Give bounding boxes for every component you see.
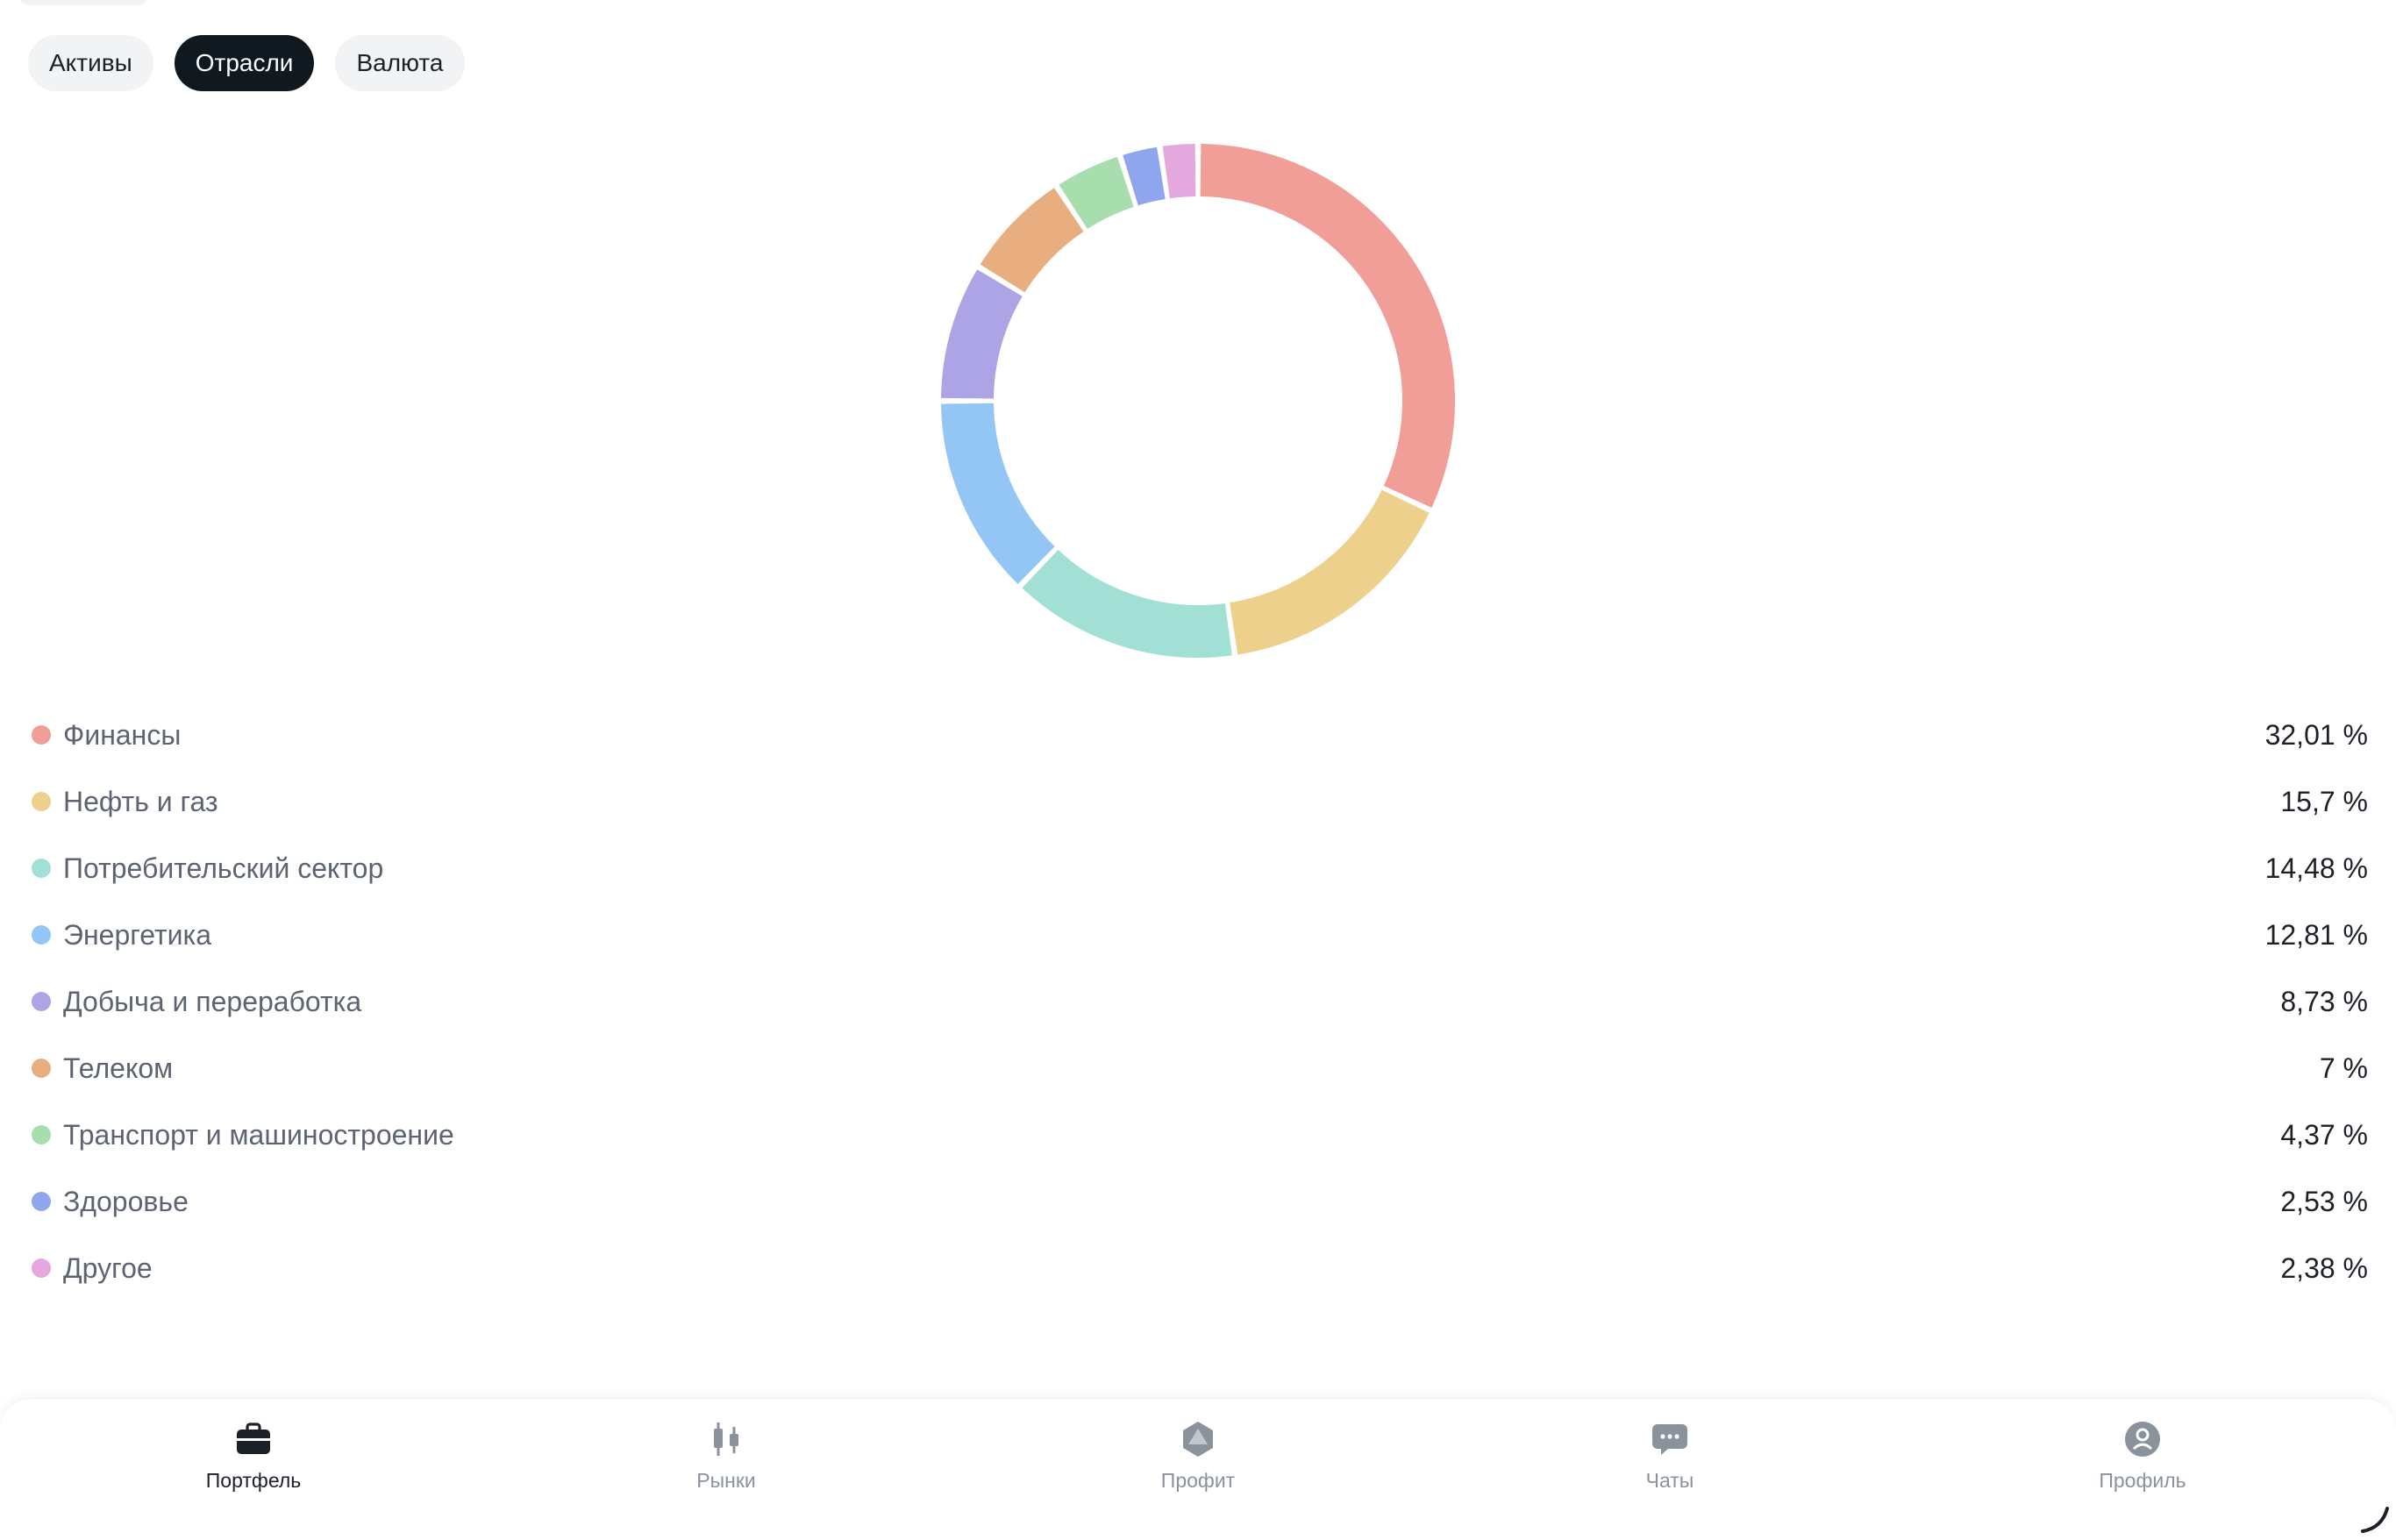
legend-value: 7 % xyxy=(2319,1052,2368,1084)
legend-dot xyxy=(32,1059,51,1078)
legend-label: Добыча и переработка xyxy=(63,985,362,1017)
legend-label: Нефть и газ xyxy=(63,785,218,817)
legend-dot xyxy=(32,1192,51,1211)
legend-label: Здоровье xyxy=(63,1185,189,1217)
legend-row-other[interactable]: Другое 2,38 % xyxy=(32,1235,2368,1301)
tab-assets[interactable]: Активы xyxy=(28,35,153,91)
chat-icon xyxy=(1652,1424,1687,1455)
donut-slice-4[interactable] xyxy=(941,403,1056,584)
legend-dot xyxy=(32,1125,51,1144)
legend-label: Потребительский сектор xyxy=(63,852,384,884)
donut-slice-6[interactable] xyxy=(980,188,1085,293)
legend-label: Энергетика xyxy=(63,918,211,951)
legend-row-consumer[interactable]: Потребительский сектор 14,48 % xyxy=(32,835,2368,902)
legend-label: Транспорт и машиностроение xyxy=(63,1118,454,1151)
nav-label: Профит xyxy=(1160,1469,1236,1492)
legend-value: 4,37 % xyxy=(2280,1118,2368,1151)
legend-dot xyxy=(32,792,51,811)
legend-label: Финансы xyxy=(63,718,182,751)
legend-value: 15,7 % xyxy=(2280,785,2368,817)
legend-row-energy[interactable]: Энергетика 12,81 % xyxy=(32,902,2368,968)
legend-value: 2,38 % xyxy=(2280,1251,2368,1284)
nav-label: Профиль xyxy=(2099,1469,2186,1492)
legend-row-telecom[interactable]: Телеком 7 % xyxy=(32,1035,2368,1102)
legend-row-oil-gas[interactable]: Нефть и газ 15,7 % xyxy=(32,768,2368,835)
donut-slice-2[interactable] xyxy=(1229,489,1430,655)
candlestick-icon xyxy=(714,1422,738,1456)
legend-label: Телеком xyxy=(63,1052,174,1084)
legend-row-finance[interactable]: Финансы 32,01 % xyxy=(32,702,2368,768)
profit-logo-icon xyxy=(1183,1422,1213,1457)
sector-legend: Финансы 32,01 % Нефть и газ 15,7 % Потре… xyxy=(32,702,2368,1301)
nav-label: Чаты xyxy=(1645,1469,1694,1492)
donut-slice-1[interactable] xyxy=(1200,144,1455,508)
tab-currency[interactable]: Валюта xyxy=(335,35,465,91)
legend-value: 32,01 % xyxy=(2264,718,2368,751)
nav-profit[interactable]: Профит xyxy=(1110,1418,1286,1493)
nav-label: Рынки xyxy=(696,1469,756,1492)
sector-donut-chart xyxy=(935,138,1461,664)
donut-slice-9[interactable] xyxy=(1162,144,1196,199)
legend-row-mining[interactable]: Добыча и переработка 8,73 % xyxy=(32,968,2368,1035)
bottom-nav: Портфель Рынки Профит xyxy=(0,1398,2396,1540)
donut-svg xyxy=(941,144,1455,658)
legend-label: Другое xyxy=(63,1251,153,1284)
legend-value: 8,73 % xyxy=(2280,985,2368,1017)
donut-slice-7[interactable] xyxy=(1059,156,1135,230)
collapsed-header-handle xyxy=(18,0,149,5)
legend-value: 2,53 % xyxy=(2280,1185,2368,1217)
nav-label: Портфель xyxy=(205,1469,302,1492)
legend-dot xyxy=(32,925,51,945)
legend-value: 12,81 % xyxy=(2264,918,2368,951)
nav-profile[interactable]: Профиль xyxy=(2055,1418,2230,1493)
nav-markets[interactable]: Рынки xyxy=(638,1418,814,1493)
donut-slice-8[interactable] xyxy=(1123,146,1166,206)
legend-row-transport[interactable]: Транспорт и машиностроение 4,37 % xyxy=(32,1102,2368,1168)
legend-row-health[interactable]: Здоровье 2,53 % xyxy=(32,1168,2368,1235)
nav-chats[interactable]: Чаты xyxy=(1582,1418,1758,1493)
nav-portfolio[interactable]: Портфель xyxy=(166,1418,341,1493)
legend-value: 14,48 % xyxy=(2264,852,2368,884)
legend-dot xyxy=(32,1258,51,1278)
donut-slice-5[interactable] xyxy=(941,269,1023,400)
briefcase-icon xyxy=(237,1422,270,1454)
tab-sectors[interactable]: Отрасли xyxy=(174,35,315,91)
legend-dot xyxy=(32,859,51,878)
profile-icon xyxy=(2125,1422,2160,1457)
loading-spinner-icon xyxy=(2361,1507,2389,1533)
legend-dot xyxy=(32,725,51,745)
allocation-tabs: Активы Отрасли Валюта xyxy=(28,35,465,91)
donut-slice-3[interactable] xyxy=(1022,549,1232,658)
legend-dot xyxy=(32,992,51,1011)
donut-center xyxy=(1066,357,1330,445)
